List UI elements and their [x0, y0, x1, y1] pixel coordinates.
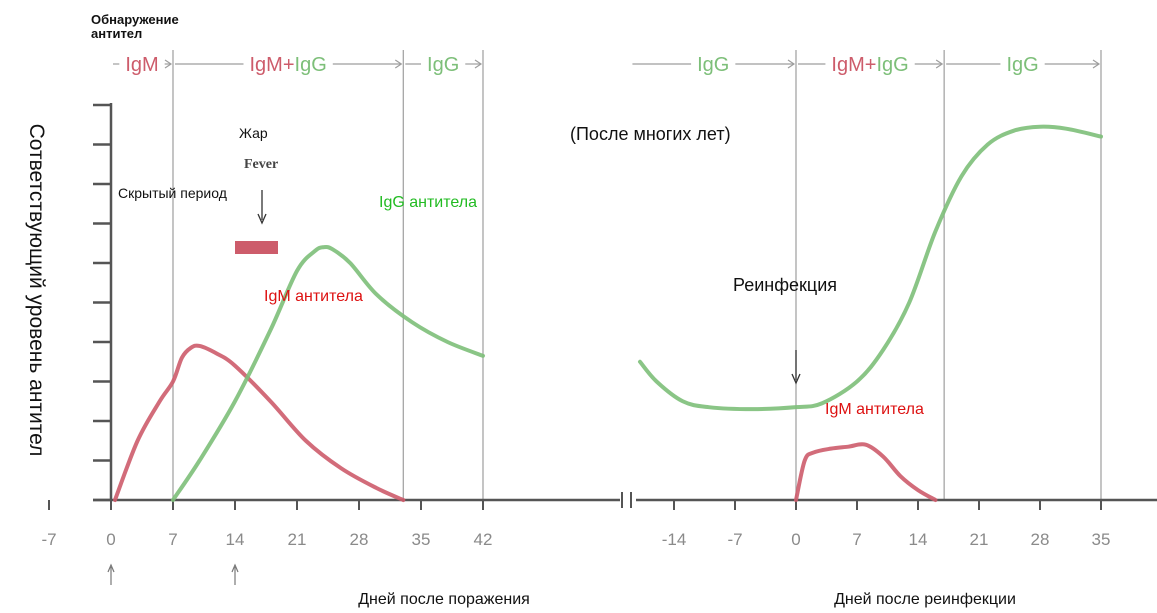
- phase-label-part: IgG: [876, 54, 908, 76]
- reinfection-arrow: [791, 350, 801, 385]
- chart-title: Обнаружение антител: [91, 12, 182, 41]
- phase-label-part: IgG: [1006, 54, 1038, 76]
- phase-dividers: [172, 50, 1102, 500]
- x-tick-label: 42: [474, 530, 493, 549]
- x-tick-label: 7: [168, 530, 177, 549]
- series-line: [113, 343, 406, 502]
- phase-label: IgM: [125, 54, 158, 76]
- primary-igm-label: IgM антитела: [264, 288, 363, 305]
- x-tick-label: -14: [662, 530, 687, 549]
- latent-period-bar: [235, 241, 278, 254]
- chart-title-line-1: Обнаружение: [91, 12, 179, 27]
- phase-label-part: IgG: [427, 54, 459, 76]
- primary-igg-label: IgG антитела: [379, 194, 477, 211]
- phase-labels: IgM IgM+IgG IgG IgG IgM+IgG IgG: [113, 54, 1101, 76]
- chart-title-line-2: антител: [91, 26, 142, 41]
- phase-label: IgG: [1006, 54, 1038, 76]
- x-tick-label: 14: [226, 530, 245, 549]
- phase-label-part: IgM: [125, 54, 158, 76]
- latent-period-label: Скрытый период: [118, 185, 227, 201]
- start-arrows: [107, 563, 239, 585]
- phase-label: IgM+IgG: [250, 54, 327, 76]
- phase-label-part: +: [865, 54, 877, 76]
- x-tick-label: 35: [412, 530, 431, 549]
- axes: [48, 103, 1157, 510]
- x-axis-label-reinfection: Дней после реинфекции: [834, 591, 1016, 608]
- phase-label-part: +: [283, 54, 295, 76]
- phase-arrowhead: [1092, 59, 1101, 69]
- x-tick-label: 21: [288, 530, 307, 549]
- phase-label-part: IgM: [250, 54, 283, 76]
- x-tick-label: 7: [852, 530, 861, 549]
- reinfection-label: Реинфекция: [733, 275, 837, 295]
- fever-label-en: Fever: [244, 157, 278, 172]
- phase-label-part: IgM: [831, 54, 864, 76]
- x-tick-label: 14: [909, 530, 928, 549]
- fever-arrow: [257, 190, 267, 225]
- phase-label: IgG: [697, 54, 729, 76]
- phase-arrowhead: [787, 59, 796, 69]
- x-tick-label: 0: [106, 530, 115, 549]
- x-tick-label: 21: [970, 530, 989, 549]
- series-lines: [113, 124, 1103, 502]
- x-tick-label: 35: [1092, 530, 1111, 549]
- series-line: [638, 124, 1103, 412]
- phase-arrowhead: [164, 59, 173, 69]
- y-axis-label: Сответствующий уровень антител: [25, 124, 48, 457]
- fever-label-ru: Жар: [239, 125, 268, 141]
- phase-arrowhead: [935, 59, 944, 69]
- phase-label-part: IgG: [697, 54, 729, 76]
- x-tick-label: 28: [1031, 530, 1050, 549]
- series-line: [794, 442, 938, 502]
- x-tick-label: -7: [41, 530, 56, 549]
- reinfection-igm-label: IgM антитела: [825, 401, 924, 418]
- x-axis-label-primary: Дней после поражения: [358, 591, 530, 608]
- phase-label: IgG: [427, 54, 459, 76]
- x-tick-label: 28: [350, 530, 369, 549]
- phase-label-part: IgG: [295, 54, 327, 76]
- phase-arrowhead: [474, 59, 483, 69]
- series-line: [171, 244, 485, 502]
- phase-arrowhead: [394, 59, 403, 69]
- x-tick-label: 0: [791, 530, 800, 549]
- phase-label: IgM+IgG: [831, 54, 908, 76]
- x-tick-label: -7: [727, 530, 742, 549]
- after-many-years-label: (После многих лет): [570, 124, 731, 144]
